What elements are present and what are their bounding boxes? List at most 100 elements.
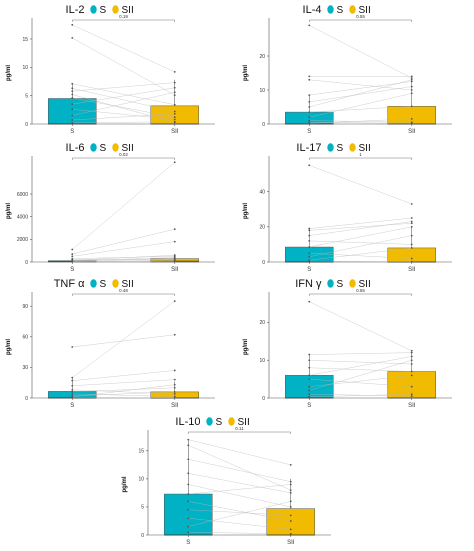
- x-tick-label-s: S: [186, 540, 190, 546]
- data-point-sii: [173, 94, 176, 96]
- data-point-s: [71, 255, 74, 258]
- paired-observations: [308, 300, 413, 398]
- paired-observations: [71, 300, 176, 399]
- data-point-sii: [173, 70, 176, 73]
- pair-line: [72, 260, 175, 262]
- data-point-s: [308, 246, 311, 248]
- data-point-sii: [289, 500, 292, 503]
- legend-swatch-s: [327, 143, 334, 152]
- legend-label-s: S: [337, 143, 344, 154]
- data-point-sii: [289, 528, 292, 531]
- data-point-s: [308, 119, 311, 122]
- chart-title: IFN γ: [295, 278, 322, 290]
- y-tick-label: 0: [25, 122, 28, 128]
- pair-line: [188, 501, 291, 527]
- data-point-s: [71, 396, 74, 399]
- y-tick-label: 0: [25, 260, 28, 266]
- data-point-s: [71, 87, 74, 90]
- box-body: [387, 106, 436, 125]
- y-tick-label: 0: [262, 260, 265, 266]
- data-point-sii: [410, 243, 413, 246]
- data-point-sii: [173, 240, 176, 243]
- x-tick-label-s: S: [70, 403, 74, 409]
- data-point-s: [71, 82, 74, 85]
- pair-line: [72, 334, 175, 348]
- chart-title: IL-10: [175, 416, 200, 428]
- data-point-s: [308, 395, 311, 398]
- data-point-s: [71, 390, 74, 393]
- pair-line: [72, 256, 175, 259]
- data-point-sii: [410, 257, 413, 260]
- data-point-sii: [173, 383, 176, 386]
- y-axis-label: pg/ml: [122, 476, 128, 492]
- pair-line: [72, 384, 175, 398]
- data-point-s: [308, 239, 311, 242]
- data-point-s: [187, 472, 190, 475]
- data-point-s: [308, 227, 311, 230]
- legend-swatch-sii: [112, 143, 119, 152]
- data-point-sii: [410, 77, 413, 79]
- data-point-s: [308, 106, 311, 108]
- box-body: [164, 493, 213, 536]
- legend-label-sii: SII: [359, 143, 371, 154]
- legend: S SII: [327, 5, 371, 16]
- x-tick-label-sii: SII: [171, 129, 179, 135]
- legend-swatch-sii: [228, 417, 235, 426]
- data-point-sii: [410, 122, 413, 125]
- legend-swatch-sii: [349, 143, 356, 152]
- pair-line: [309, 86, 412, 103]
- x-tick-label-s: S: [70, 267, 74, 273]
- significance-bracket: [72, 293, 175, 296]
- legend-swatch-s: [90, 5, 97, 14]
- y-axis-label: pg/ml: [243, 203, 249, 219]
- data-point-sii: [173, 86, 176, 89]
- x-tick-label-s: S: [70, 129, 74, 135]
- data-point-sii: [173, 396, 176, 399]
- x-tick-label-sii: SII: [171, 267, 179, 273]
- data-point-s: [71, 253, 74, 255]
- legend-swatch-s: [90, 143, 97, 152]
- pair-line: [309, 260, 412, 262]
- pair-line: [309, 367, 412, 372]
- paired-observations: [71, 23, 176, 124]
- box-sii: [150, 79, 199, 125]
- data-point-sii: [410, 363, 413, 365]
- y-tick-label: 5: [141, 505, 144, 511]
- data-point-s: [71, 114, 74, 117]
- data-point-s: [187, 444, 190, 447]
- data-point-s: [308, 75, 311, 78]
- significance-bracket: [72, 157, 175, 160]
- p-value-label: 0.55: [356, 288, 365, 293]
- y-tick-label: 90: [22, 304, 28, 310]
- p-value-label: 0.11: [235, 426, 244, 431]
- chart-title: TNF α: [54, 278, 85, 290]
- x-tick-label-sii: SII: [408, 267, 416, 273]
- data-point-sii: [410, 225, 413, 228]
- data-point-sii: [410, 220, 413, 223]
- data-point-sii: [173, 120, 176, 123]
- pair-line: [72, 88, 175, 112]
- data-point-s: [71, 90, 74, 93]
- chart-title: IL-2: [66, 4, 85, 16]
- y-axis-label: pg/ml: [6, 339, 12, 355]
- y-tick-label: 20: [259, 320, 265, 326]
- data-point-sii: [410, 203, 413, 205]
- data-point-s: [308, 260, 311, 263]
- data-point-sii: [173, 118, 176, 121]
- legend-swatch-sii: [112, 5, 119, 14]
- data-point-s: [308, 116, 311, 119]
- y-axis-label: pg/ml: [6, 65, 12, 81]
- pair-line: [309, 120, 412, 123]
- y-axis-label: pg/ml: [243, 65, 249, 81]
- legend: S SII: [327, 279, 371, 290]
- data-point-s: [308, 393, 311, 396]
- data-point-s: [71, 346, 74, 348]
- data-point-sii: [410, 78, 413, 81]
- data-point-sii: [173, 81, 176, 84]
- data-point-s: [308, 385, 311, 388]
- pair-line: [72, 24, 175, 73]
- legend: S SII: [90, 143, 134, 154]
- legend-label-sii: SII: [359, 5, 371, 16]
